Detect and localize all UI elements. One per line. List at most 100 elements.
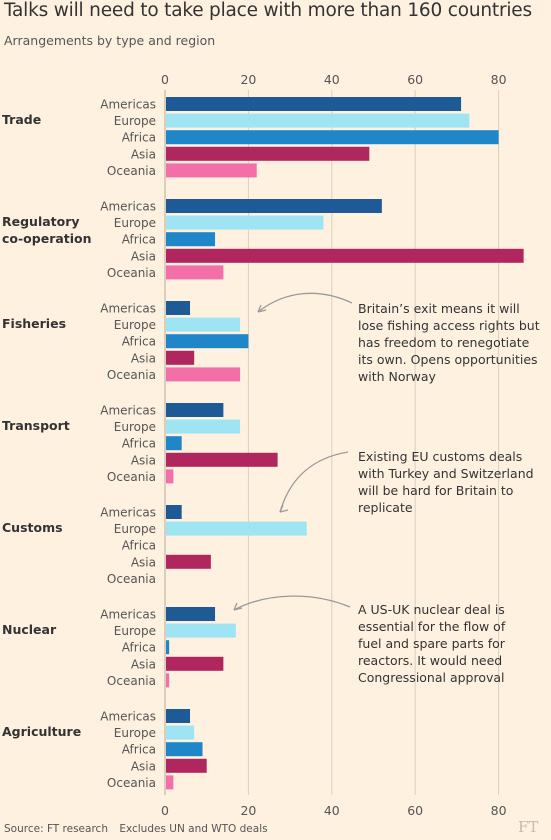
region-label: Oceania	[107, 164, 156, 178]
region-label: Europe	[114, 114, 156, 128]
region-label: Asia	[131, 147, 156, 161]
group-label: co-operation	[2, 231, 92, 246]
bar-asia	[166, 554, 211, 569]
region-label: Americas	[100, 302, 156, 316]
annotation-arrow	[279, 451, 349, 513]
bar-oceania	[166, 775, 174, 790]
bar-europe	[166, 113, 470, 128]
annotation-arrowhead	[279, 504, 289, 513]
x-tick-label-bottom: 40	[324, 803, 340, 818]
bar-europe	[166, 419, 241, 434]
x-tick-label-top: 20	[240, 72, 256, 87]
bar-africa	[166, 436, 182, 451]
region-label: Oceania	[107, 674, 156, 688]
group-label: Customs	[2, 520, 63, 535]
bar-europe	[166, 725, 195, 740]
annotation-text: Congressional approval	[358, 670, 505, 685]
annotation-text: Britain’s exit means it will	[358, 301, 520, 316]
bar-europe	[166, 215, 324, 230]
region-label: Oceania	[107, 368, 156, 382]
bar-asia	[166, 248, 524, 263]
region-label: Oceania	[107, 572, 156, 586]
bar-asia	[166, 146, 370, 161]
group-label: Fisheries	[2, 316, 66, 331]
region-label: Asia	[131, 249, 156, 263]
bar-americas	[166, 607, 216, 621]
region-label: Europe	[114, 522, 156, 536]
annotation-arrow	[233, 595, 351, 611]
bar-asia	[166, 452, 278, 467]
region-label: Africa	[122, 335, 156, 349]
bar-americas	[166, 97, 462, 111]
bar-oceania	[166, 163, 257, 178]
annotation-text: with Turkey and Switzerland	[358, 466, 534, 481]
bar-europe	[166, 623, 236, 638]
bar-oceania	[166, 469, 174, 484]
bar-africa	[166, 640, 170, 655]
bar-americas	[166, 403, 224, 417]
bar-americas	[166, 505, 182, 519]
region-label: Oceania	[107, 776, 156, 790]
group-label: Trade	[2, 112, 41, 127]
annotation-text: reactors. It would need	[358, 653, 502, 668]
region-label: Americas	[100, 404, 156, 418]
region-label: Asia	[131, 759, 156, 773]
bar-oceania	[166, 367, 241, 382]
annotation-text: has freedom to renegotiate	[358, 335, 530, 350]
annotation-text: Existing EU customs deals	[358, 449, 522, 464]
region-label: Europe	[114, 420, 156, 434]
bar-oceania	[166, 673, 170, 688]
annotation-arrowhead	[233, 602, 243, 611]
x-tick-label-bottom: 0	[161, 803, 169, 818]
annotation-arrow	[257, 292, 353, 313]
x-tick-label-top: 0	[161, 72, 169, 87]
exclusion-note: Excludes UN and WTO deals	[119, 823, 268, 835]
region-label: Asia	[131, 351, 156, 365]
region-label: Europe	[114, 624, 156, 638]
annotation-text: fuel and spare parts for	[358, 636, 506, 651]
region-label: Africa	[122, 233, 156, 247]
region-label: Americas	[100, 98, 156, 112]
chart-title: Talks will need to take place with more …	[4, 0, 532, 21]
x-tick-label-bottom: 80	[491, 803, 507, 818]
bar-asia	[166, 350, 195, 365]
region-label: Americas	[100, 200, 156, 214]
source-text: Source: FT research	[4, 823, 108, 835]
region-label: Africa	[122, 437, 156, 451]
x-tick-label-top: 80	[491, 72, 507, 87]
bar-africa	[166, 232, 216, 247]
region-label: Europe	[114, 216, 156, 230]
bar-chart: 0 0 20 20 40 40 60 60 80 80 Trade Americas Europe Afr…	[2, 72, 540, 818]
bar-africa	[166, 130, 499, 145]
region-label: Oceania	[107, 470, 156, 484]
annotation-text: its own. Opens opportunities	[358, 352, 538, 367]
annotation-text: essential for the flow of	[358, 619, 506, 634]
bar-asia	[166, 758, 207, 773]
region-label: Americas	[100, 506, 156, 520]
region-label: Americas	[100, 710, 156, 724]
region-label: Africa	[122, 131, 156, 145]
group-label: Agriculture	[2, 724, 81, 739]
region-label: Asia	[131, 453, 156, 467]
x-tick-label-top: 40	[324, 72, 340, 87]
annotation-arrowhead	[257, 304, 267, 313]
bar-africa	[166, 742, 203, 757]
bar-americas	[166, 199, 382, 213]
annotation-text: lose fishing access rights but	[358, 318, 540, 333]
source-note: Source: FT research Excludes UN and WTO …	[4, 823, 268, 835]
annotation-text: A US-UK nuclear deal is	[358, 602, 505, 617]
region-label: Africa	[122, 743, 156, 757]
bar-africa	[166, 334, 249, 349]
region-label: Europe	[114, 318, 156, 332]
region-label: Europe	[114, 726, 156, 740]
bar-europe	[166, 521, 307, 536]
bar-oceania	[166, 265, 224, 280]
ft-logo: FT	[518, 818, 539, 836]
region-label: Africa	[122, 641, 156, 655]
region-label: Asia	[131, 555, 156, 569]
bar-europe	[166, 317, 241, 332]
annotation-text: with Norway	[358, 369, 437, 384]
annotation-text: replicate	[358, 500, 413, 515]
annotation-text: will be hard for Britain to	[358, 483, 513, 498]
region-label: Oceania	[107, 266, 156, 280]
